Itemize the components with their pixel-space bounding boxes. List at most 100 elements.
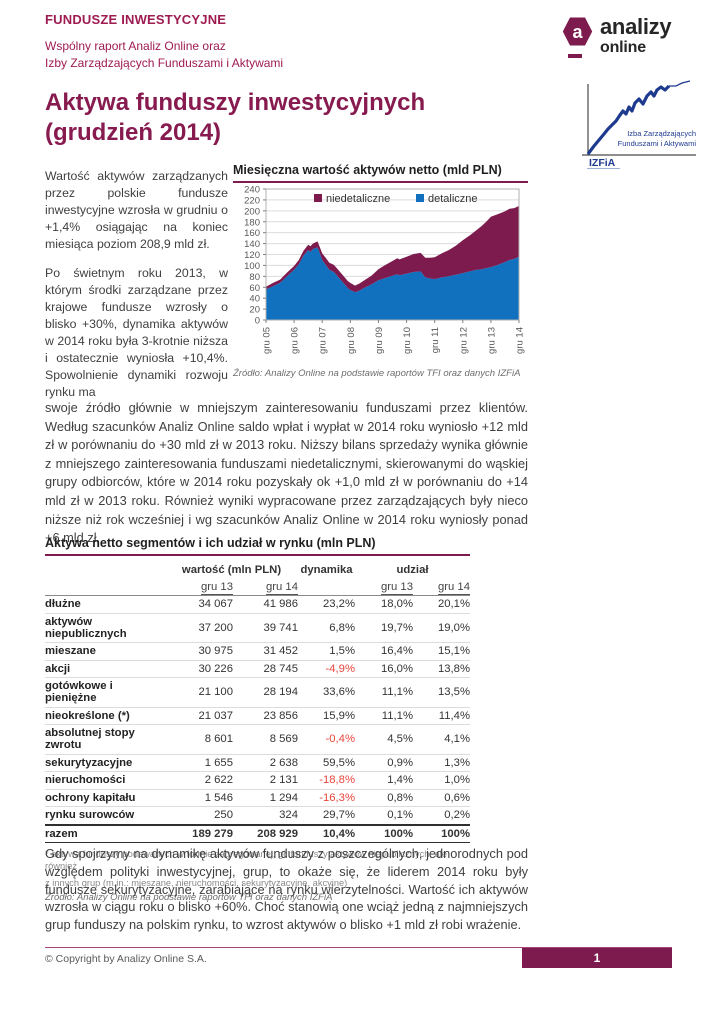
row-value: 4,5% [355, 724, 413, 755]
row-value: 208 929 [233, 823, 298, 843]
row-value: 8 601 [165, 724, 233, 755]
row-label: dłużne [45, 595, 165, 614]
row-label: absolutnej stopy zwrotu [45, 724, 165, 755]
row-value: 30 226 [165, 660, 233, 678]
row-label: sekurytyzacyjne [45, 754, 165, 772]
sub-header-share-gru14: gru 14 [413, 578, 470, 596]
subtitle-line-1: Wspólny raport Analiz Online oraz [45, 39, 226, 53]
row-value: 1 546 [165, 789, 233, 807]
closing-paragraph: Gdy spojrzymy na dynamikę aktywów fundus… [45, 846, 528, 933]
segments-table-section: Aktywa netto segmentów i ich udział w ry… [45, 536, 470, 903]
body-paragraph: swoje źródło głównie w mniejszym zainter… [45, 400, 528, 546]
row-value: 324 [233, 806, 298, 825]
chart-title: Miesięczna wartość aktywów netto (mld PL… [233, 163, 528, 183]
izfia-chart-line [586, 84, 671, 155]
row-value: 21 037 [165, 707, 233, 725]
table-row: rynku surowców 250 324 29,7% 0,1% 0,2% [45, 806, 470, 825]
row-value: 20,1% [413, 595, 470, 614]
row-value: 23,2% [298, 595, 355, 614]
svg-text:gru 11: gru 11 [430, 327, 441, 353]
row-value: -16,3% [298, 789, 355, 807]
svg-text:gru 13: gru 13 [486, 327, 497, 354]
svg-text:60: 60 [249, 283, 260, 294]
row-value: 13,5% [413, 677, 470, 708]
table-row: nieruchomości 2 622 2 131 -18,8% 1,4% 1,0% [45, 771, 470, 790]
table-source-note: Źródło: Analizy Online na podstawie rapo… [45, 892, 333, 903]
row-value: 59,5% [298, 754, 355, 772]
svg-text:180: 180 [244, 217, 260, 228]
row-value: -18,8% [298, 771, 355, 790]
row-value: -4,9% [298, 660, 355, 678]
row-value: 33,6% [298, 677, 355, 708]
section-kicker: FUNDUSZE INWESTYCYJNE [45, 12, 227, 27]
svg-text:120: 120 [244, 250, 260, 261]
page-number-badge: 1 [522, 948, 672, 968]
logo-word-online: online [600, 39, 646, 56]
row-value: 21 100 [165, 677, 233, 708]
sub-header-value-gru13: gru 13 [165, 578, 233, 596]
row-value: 29,7% [298, 806, 355, 825]
svg-text:140: 140 [244, 239, 260, 250]
row-value: 100% [413, 823, 470, 843]
row-value: 16,4% [355, 642, 413, 661]
svg-text:0: 0 [255, 316, 260, 327]
row-value: 1 294 [233, 789, 298, 807]
intro-column: Wartość aktywów zarządzanych przez polsk… [45, 168, 228, 413]
page-title-line-1: Aktywa funduszy inwestycyjnych [45, 89, 426, 116]
row-value: 0,2% [413, 806, 470, 825]
row-label: akcji [45, 660, 165, 678]
row-value: 2 622 [165, 771, 233, 790]
row-label: rynku surowców [45, 806, 165, 825]
izfia-logo: Izba Zarządzających Funduszami i Aktywam… [582, 80, 697, 169]
table-total-row: razem 189 279 208 929 10,4% 100% 100% [45, 823, 470, 843]
group-header-value: wartość (mln PLN) [181, 564, 282, 576]
row-value: 189 279 [165, 823, 233, 843]
row-value: 2 638 [233, 754, 298, 772]
svg-text:gru 14: gru 14 [515, 327, 526, 354]
svg-text:a: a [572, 22, 583, 42]
group-header-share: udział [396, 564, 429, 576]
row-label: gotówkowe i pieniężne [45, 677, 165, 708]
table-row: mieszane 30 975 31 452 1,5% 16,4% 15,1% [45, 642, 470, 661]
table-footnote-1: * aktywa funduszy podawanych w formie za… [45, 849, 448, 871]
row-value: 1,3% [413, 754, 470, 772]
row-label: ochrony kapitału [45, 789, 165, 807]
svg-text:gru 10: gru 10 [402, 327, 413, 354]
svg-text:40: 40 [249, 294, 260, 305]
row-value: 11,4% [413, 707, 470, 725]
row-value: 23 856 [233, 707, 298, 725]
analizy-online-logo: a analizy online [562, 16, 712, 70]
sub-header-value-gru14: gru 14 [233, 578, 298, 596]
row-label: razem [45, 823, 165, 843]
svg-text:gru 05: gru 05 [262, 327, 273, 354]
row-value: 15,9% [298, 707, 355, 725]
row-value: 16,0% [355, 660, 413, 678]
intro-paragraph-2: Po świetnym roku 2013, w którym środki z… [45, 266, 228, 399]
izfia-caption-line-1: Izba Zarządzających [627, 129, 696, 138]
row-value: 100% [355, 823, 413, 843]
row-value: 15,1% [413, 642, 470, 661]
subtitle-line-2: Izby Zarządzających Funduszami i Aktywam… [45, 56, 284, 70]
row-value: -0,4% [298, 724, 355, 755]
table-footnote-2: z innych grup (m.in.: mieszane, nierucho… [45, 878, 348, 888]
row-value: 6,8% [298, 613, 355, 643]
svg-text:niedetaliczne: niedetaliczne [326, 193, 390, 205]
row-value: 2 131 [233, 771, 298, 790]
row-value: 0,8% [355, 789, 413, 807]
table-row: ochrony kapitału 1 546 1 294 -16,3% 0,8% 0,6% [45, 789, 470, 807]
row-value: 0,6% [413, 789, 470, 807]
row-value: 11,1% [355, 677, 413, 708]
row-value: 11,1% [355, 707, 413, 725]
row-label: nieokreślone (*) [45, 707, 165, 725]
row-value: 28 745 [233, 660, 298, 678]
row-value: 34 067 [165, 595, 233, 614]
report-subtitle: Wspólny raport Analiz Online oraz Izby Z… [45, 38, 283, 72]
izfia-caption-line-2: Funduszami i Aktywami [618, 139, 697, 148]
table-row: absolutnej stopy zwrotu 8 601 8 569 -0,4% 4,… [45, 724, 470, 755]
intro-paragraph-1: Wartość aktywów zarządzanych przez polsk… [45, 169, 228, 251]
svg-text:200: 200 [244, 206, 260, 217]
group-header-dynamics: dynamika [300, 564, 353, 576]
logo-word-analizy: analizy [600, 14, 672, 39]
